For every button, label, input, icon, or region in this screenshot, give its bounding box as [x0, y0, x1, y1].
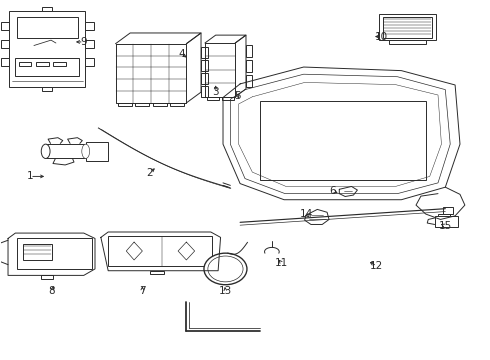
Bar — [19, 62, 31, 66]
Bar — [85, 40, 94, 48]
Bar — [135, 103, 149, 107]
Bar — [379, 14, 436, 40]
Bar — [86, 142, 108, 161]
Text: 15: 15 — [439, 221, 452, 231]
Text: 5: 5 — [234, 91, 241, 101]
Bar — [43, 87, 52, 91]
Bar — [85, 58, 94, 66]
Text: 14: 14 — [299, 209, 313, 219]
Bar — [207, 97, 220, 100]
Bar — [201, 86, 208, 97]
Text: 1: 1 — [26, 171, 33, 181]
Ellipse shape — [208, 256, 243, 282]
Bar — [201, 60, 208, 71]
Ellipse shape — [204, 253, 247, 285]
Bar — [150, 271, 164, 274]
Text: 2: 2 — [147, 168, 153, 178]
Text: 3: 3 — [212, 87, 219, 97]
Text: 13: 13 — [219, 286, 232, 296]
Text: 11: 11 — [275, 258, 288, 268]
Text: 10: 10 — [375, 32, 389, 41]
Bar — [152, 103, 167, 107]
Bar — [41, 275, 53, 279]
Bar — [0, 58, 9, 66]
Bar — [53, 62, 66, 66]
Ellipse shape — [82, 144, 90, 158]
Bar — [438, 214, 450, 216]
Bar — [383, 17, 432, 38]
Bar — [118, 103, 132, 107]
Bar — [36, 62, 49, 66]
Bar — [0, 40, 9, 48]
Text: 9: 9 — [80, 37, 87, 47]
Bar — [43, 7, 52, 12]
Bar — [23, 244, 52, 260]
Bar — [222, 97, 234, 100]
Ellipse shape — [41, 144, 50, 158]
Text: 4: 4 — [178, 49, 185, 59]
Bar — [443, 207, 453, 214]
Bar — [246, 75, 252, 87]
Bar — [246, 45, 252, 57]
Text: 7: 7 — [139, 286, 146, 296]
Bar — [389, 40, 426, 44]
Bar — [15, 58, 79, 76]
Bar — [108, 236, 212, 266]
Text: 6: 6 — [330, 186, 336, 196]
Bar — [17, 238, 92, 269]
Text: 8: 8 — [49, 286, 55, 296]
Text: 12: 12 — [370, 261, 384, 271]
Bar — [201, 47, 208, 58]
Bar — [17, 17, 78, 39]
Bar — [260, 101, 426, 180]
Bar — [85, 22, 94, 30]
Bar — [0, 22, 9, 30]
Bar — [9, 12, 85, 87]
Bar — [435, 216, 458, 227]
Bar — [46, 144, 86, 158]
Bar — [201, 73, 208, 84]
Bar — [170, 103, 184, 107]
Bar — [246, 60, 252, 72]
